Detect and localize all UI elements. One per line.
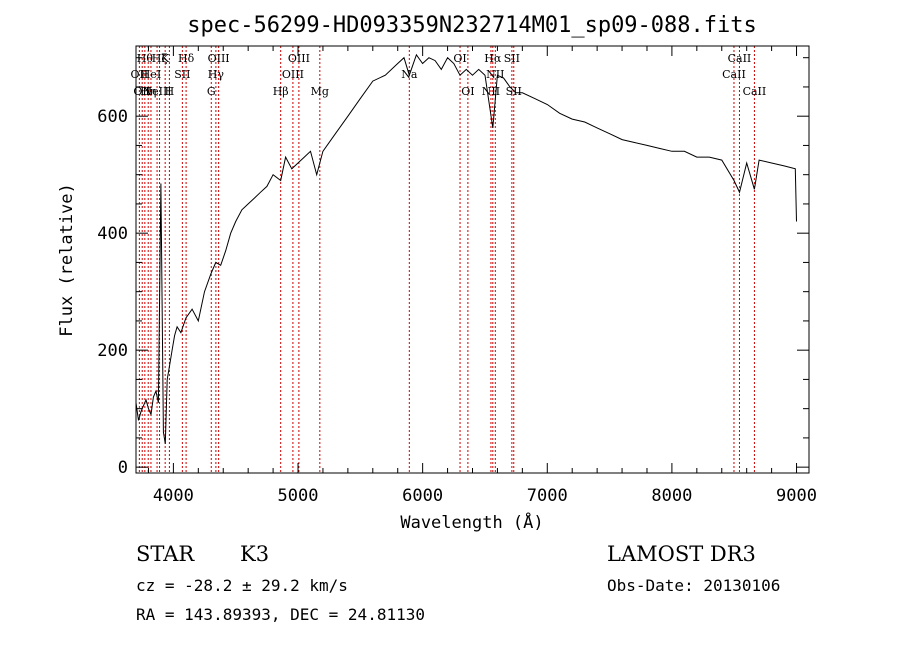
obs-date: Obs-Date: 20130106	[607, 576, 780, 595]
x-tick-label: 6000	[402, 486, 443, 506]
line-marker-label: OIII	[208, 52, 230, 65]
line-marker-label: NII	[486, 68, 504, 81]
chart-title: spec-56299-HD093359N232714M01_sp09-088.f…	[187, 13, 757, 38]
x-tick-label: 7000	[527, 486, 568, 506]
spectrum-line	[135, 53, 797, 444]
y-tick-label: 0	[118, 458, 128, 478]
line-marker-label: OI	[453, 52, 466, 65]
line-marker-label: Hη	[140, 85, 156, 98]
x-tick-label: 5000	[278, 486, 319, 506]
survey-name: LAMOST DR3	[607, 542, 756, 566]
line-marker-label: H	[165, 85, 175, 98]
redshift-info: cz = -28.2 ± 29.2 km/s	[136, 576, 348, 595]
coordinates: RA = 143.89393, DEC = 24.81130	[136, 605, 425, 624]
line-marker-label: SII	[174, 68, 190, 81]
line-marker-label: Hβ	[273, 85, 289, 98]
line-marker-label: OIII	[282, 68, 304, 81]
line-marker-label: CaII	[722, 68, 746, 81]
line-markers	[138, 46, 755, 473]
y-tick-label: 600	[97, 107, 128, 127]
line-marker-label: SII	[504, 52, 520, 65]
x-tick-label: 8000	[651, 486, 692, 506]
line-marker-label: CaII	[743, 85, 767, 98]
line-marker-label: G	[207, 85, 216, 98]
line-marker-label: OIII	[288, 52, 310, 65]
plot-frame	[135, 45, 810, 474]
line-marker-labels: OII OII Hθ Hη HeI NeIII HζK H SII Hδ G Hγ OIII Hβ OIII…	[131, 52, 767, 98]
object-subclass: K3	[240, 542, 269, 566]
line-marker-label: Hα	[484, 52, 502, 65]
line-marker-label: OI	[461, 85, 474, 98]
line-marker-label: SII	[506, 85, 522, 98]
line-marker-label: OII	[131, 68, 149, 81]
object-class: STAR	[136, 542, 195, 566]
y-axis: 0 200 400 600	[97, 57, 809, 478]
line-marker-label: Hζ	[152, 52, 168, 65]
x-axis-label: Wavelength (Å)	[400, 511, 543, 533]
y-tick-label: 400	[97, 224, 128, 244]
line-marker-label: K	[161, 52, 170, 65]
line-marker-label: NeIII	[142, 85, 171, 98]
line-marker-label: Mg	[311, 85, 329, 98]
line-marker-label: Hδ	[178, 52, 195, 65]
line-marker-label: NII	[482, 85, 500, 98]
line-marker-label: Hθ	[137, 52, 154, 65]
line-marker-label: CaII	[728, 52, 752, 65]
line-marker-label: Hγ	[208, 68, 225, 81]
line-marker-label: HeI	[141, 68, 161, 81]
x-axis: 4000 5000 6000 7000 8000 9000	[147, 46, 817, 506]
x-tick-label: 4000	[153, 486, 194, 506]
y-tick-label: 200	[97, 341, 128, 361]
line-marker-label: OII	[133, 85, 151, 98]
x-tick-label: 9000	[776, 486, 817, 506]
y-axis-label: Flux (relative)	[57, 183, 77, 337]
